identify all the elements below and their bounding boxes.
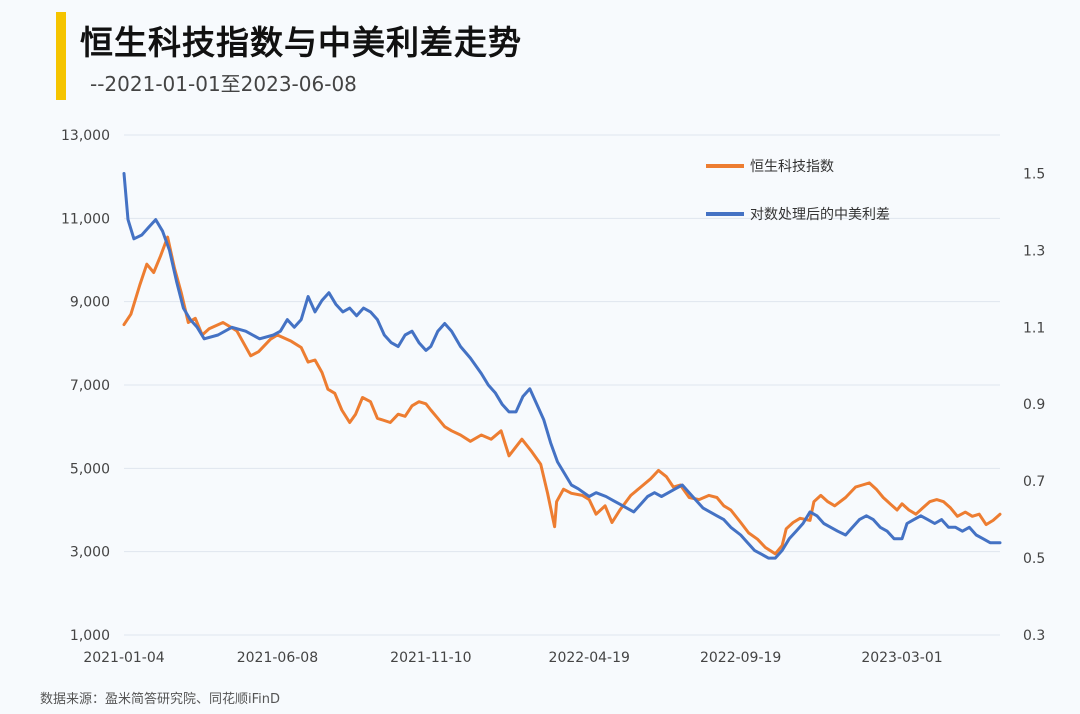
legend-swatch-blue (706, 212, 744, 216)
series-line-spread (122, 172, 1002, 560)
legend-swatch-orange (706, 164, 744, 168)
series-lines (122, 172, 1002, 560)
right-y-axis: 0.3 0.5 0.7 0.9 1.1 1.3 1.5 (1023, 166, 1045, 644)
x-axis: 2021-01-04 2021-06-08 2021-11-10 2022-04-19… (83, 650, 942, 666)
y-left-tick-label: 11,000 (61, 211, 110, 227)
left-y-axis: 1,000 3,000 5,000 7,000 9,000 11,000 13,000 (61, 128, 110, 644)
x-tick-label: 2021-01-04 (83, 650, 164, 666)
x-tick-label: 2022-04-19 (549, 650, 630, 666)
data-source-note: 数据来源：盈米简答研究院、同花顺iFinD (40, 692, 281, 707)
x-tick-label: 2023-03-01 (861, 650, 942, 666)
y-left-tick-label: 3,000 (70, 545, 110, 561)
x-tick-label: 2021-06-08 (237, 650, 318, 666)
legend-label-spread: 对数处理后的中美利差 (750, 207, 890, 223)
legend-item-hstech: 恒生科技指数 (706, 156, 834, 176)
x-tick-label: 2022-09-19 (700, 650, 781, 666)
chart-title: 恒生科技指数与中美利差走势 (80, 23, 522, 62)
y-left-tick-label: 13,000 (61, 128, 110, 144)
y-left-tick-label: 9,000 (70, 295, 110, 311)
title-accent-bar (56, 12, 66, 100)
y-right-tick-label: 0.7 (1023, 474, 1045, 490)
y-right-tick-label: 0.9 (1023, 397, 1045, 413)
legend-item-spread: 对数处理后的中美利差 (706, 204, 890, 224)
chart-subtitle: --2021-01-01至2023-06-08 (90, 72, 357, 96)
y-left-tick-label: 5,000 (70, 461, 110, 477)
x-tick-label: 2021-11-10 (390, 650, 471, 666)
y-left-tick-label: 1,000 (70, 628, 110, 644)
y-right-tick-label: 0.5 (1023, 551, 1045, 567)
y-right-tick-label: 1.1 (1023, 320, 1045, 336)
y-right-tick-label: 0.3 (1023, 628, 1045, 644)
y-right-tick-label: 1.5 (1023, 166, 1045, 182)
series-line-hstech (122, 235, 1002, 556)
legend-label-hstech: 恒生科技指数 (750, 159, 834, 175)
y-left-tick-label: 7,000 (70, 378, 110, 394)
line-chart: 1,000 3,000 5,000 7,000 9,000 11,000 13,000 0.… (61, 128, 1045, 666)
y-right-tick-label: 1.3 (1023, 243, 1045, 259)
